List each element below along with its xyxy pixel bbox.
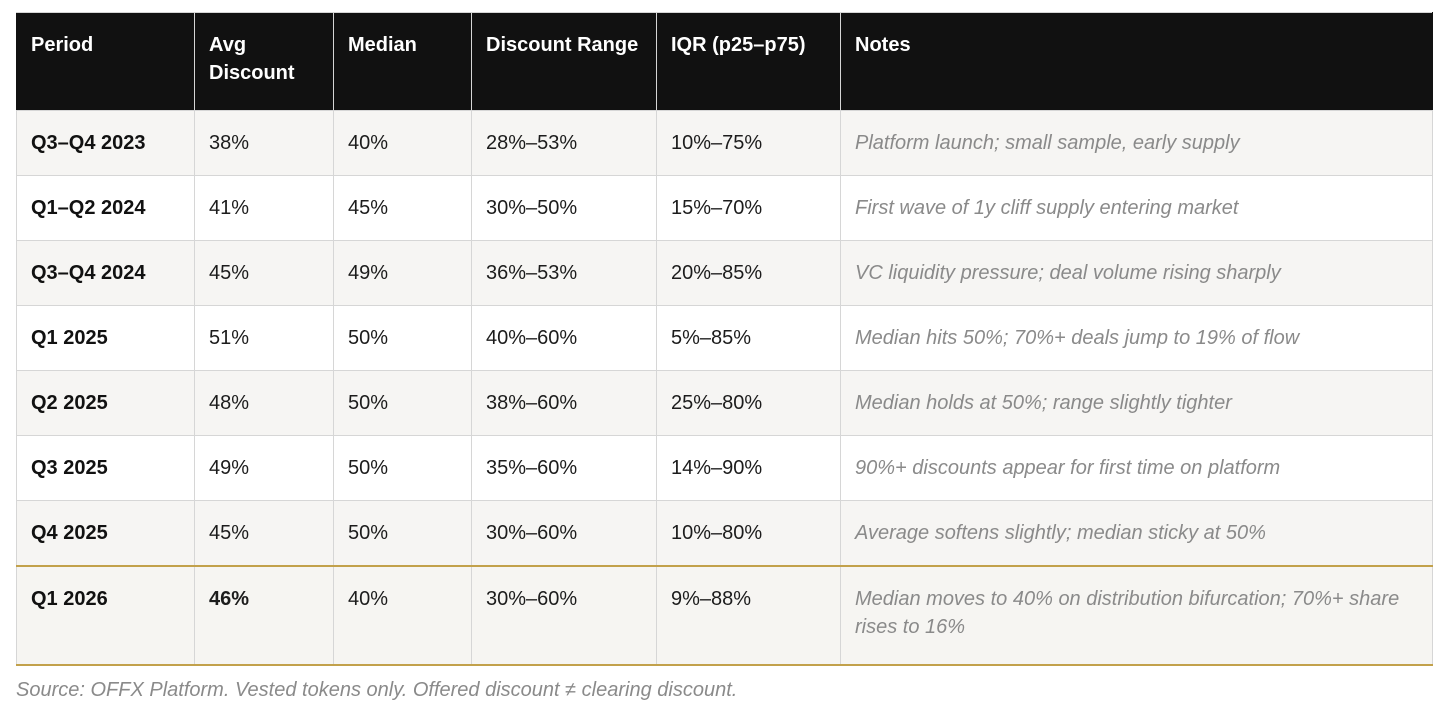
iqr-cell: 10%–80%: [656, 500, 841, 566]
iqr-cell: 15%–70%: [656, 175, 841, 241]
avg-discount-cell: 38%: [194, 110, 334, 176]
median-cell: 50%: [333, 370, 472, 436]
period-cell: Q4 2025: [16, 500, 195, 566]
median-cell: 49%: [333, 240, 472, 306]
period-cell: Q3–Q4 2023: [16, 110, 195, 176]
median-cell: 40%: [333, 110, 472, 176]
avg-discount-cell: 49%: [194, 435, 334, 501]
discount-range-cell: 40%–60%: [471, 305, 657, 371]
avg-discount-cell: 51%: [194, 305, 334, 371]
table-row: Q1–Q2 2024 41% 45% 30%–50% 15%–70% First…: [16, 175, 1433, 241]
iqr-cell: 20%–85%: [656, 240, 841, 306]
notes-cell: Median hits 50%; 70%+ deals jump to 19% …: [840, 305, 1433, 371]
source-note: Source: OFFX Platform. Vested tokens onl…: [16, 678, 738, 701]
avg-discount-cell: 41%: [194, 175, 334, 241]
header-row: Period Avg Discount Median Discount Rang…: [16, 12, 1433, 111]
notes-cell: First wave of 1y cliff supply entering m…: [840, 175, 1433, 241]
median-cell: 45%: [333, 175, 472, 241]
period-cell: Q2 2025: [16, 370, 195, 436]
notes-cell: Average softens slightly; median sticky …: [840, 500, 1433, 566]
avg-discount-cell: 48%: [194, 370, 334, 436]
median-cell: 40%: [333, 564, 472, 666]
median-cell: 50%: [333, 435, 472, 501]
iqr-cell: 9%–88%: [656, 564, 841, 666]
notes-cell: 90%+ discounts appear for first time on …: [840, 435, 1433, 501]
column-header-median: Median: [333, 12, 472, 111]
discount-range-cell: 30%–50%: [471, 175, 657, 241]
table-row: Q2 2025 48% 50% 38%–60% 25%–80% Median h…: [16, 370, 1433, 436]
column-header-notes: Notes: [840, 12, 1433, 111]
table-row: Q4 2025 45% 50% 30%–60% 10%–80% Average …: [16, 500, 1433, 566]
table-row: Q1 2025 51% 50% 40%–60% 5%–85% Median hi…: [16, 305, 1433, 371]
period-cell: Q3–Q4 2024: [16, 240, 195, 306]
notes-cell: Median holds at 50%; range slightly tigh…: [840, 370, 1433, 436]
notes-cell: Median moves to 40% on distribution bifu…: [840, 564, 1433, 666]
discount-range-cell: 36%–53%: [471, 240, 657, 306]
discount-range-cell: 35%–60%: [471, 435, 657, 501]
median-cell: 50%: [333, 305, 472, 371]
table-row-highlighted: Q1 2026 46% 40% 30%–60% 9%–88% Median mo…: [16, 564, 1433, 666]
discount-range-cell: 38%–60%: [471, 370, 657, 436]
discount-range-cell: 30%–60%: [471, 564, 657, 666]
discount-range-cell: 30%–60%: [471, 500, 657, 566]
period-cell: Q1–Q2 2024: [16, 175, 195, 241]
median-cell: 50%: [333, 500, 472, 566]
period-cell: Q1 2026: [16, 564, 195, 666]
iqr-cell: 5%–85%: [656, 305, 841, 371]
iqr-cell: 14%–90%: [656, 435, 841, 501]
iqr-cell: 10%–75%: [656, 110, 841, 176]
notes-cell: VC liquidity pressure; deal volume risin…: [840, 240, 1433, 306]
notes-cell: Platform launch; small sample, early sup…: [840, 110, 1433, 176]
table-row: Q3–Q4 2024 45% 49% 36%–53% 20%–85% VC li…: [16, 240, 1433, 306]
avg-discount-cell: 45%: [194, 500, 334, 566]
column-header-iqr: IQR (p25–p75): [656, 12, 841, 111]
column-header-period: Period: [16, 12, 195, 111]
discount-range-cell: 28%–53%: [471, 110, 657, 176]
iqr-cell: 25%–80%: [656, 370, 841, 436]
avg-discount-cell: 46%: [194, 564, 334, 666]
avg-discount-cell: 45%: [194, 240, 334, 306]
discount-stats-table: Period Avg Discount Median Discount Rang…: [16, 12, 1433, 666]
column-header-discount-range: Discount Range: [471, 12, 657, 111]
column-header-avg-discount: Avg Discount: [194, 12, 334, 111]
table-row: Q3 2025 49% 50% 35%–60% 14%–90% 90%+ dis…: [16, 435, 1433, 501]
table-row: Q3–Q4 2023 38% 40% 28%–53% 10%–75% Platf…: [16, 110, 1433, 176]
period-cell: Q3 2025: [16, 435, 195, 501]
period-cell: Q1 2025: [16, 305, 195, 371]
table-body: Q3–Q4 2023 38% 40% 28%–53% 10%–75% Platf…: [16, 110, 1433, 666]
table-header: Period Avg Discount Median Discount Rang…: [16, 12, 1433, 111]
